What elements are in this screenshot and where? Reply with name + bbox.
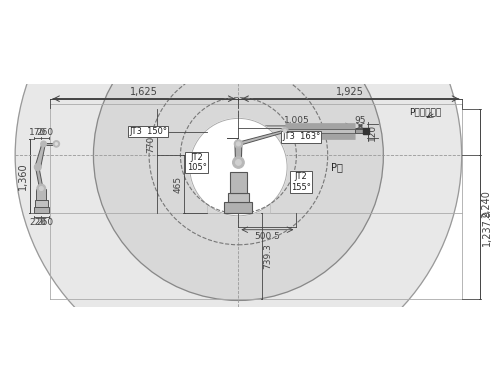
Circle shape — [283, 129, 286, 133]
Circle shape — [55, 142, 58, 145]
Text: 2,240: 2,240 — [482, 190, 492, 218]
Bar — [34, 207, 49, 213]
Text: 1,237.9: 1,237.9 — [482, 209, 492, 246]
Polygon shape — [235, 144, 242, 162]
Bar — [35, 200, 48, 207]
Bar — [285, 129, 355, 133]
Circle shape — [282, 128, 288, 135]
Circle shape — [236, 160, 242, 165]
Circle shape — [236, 142, 240, 146]
Text: 1,360: 1,360 — [18, 163, 28, 190]
Polygon shape — [36, 167, 43, 188]
Circle shape — [94, 11, 384, 300]
Bar — [44, 142, 54, 145]
Text: JT3  163°: JT3 163° — [282, 133, 320, 142]
Circle shape — [53, 141, 60, 147]
Text: 260: 260 — [36, 128, 54, 137]
Text: JT2
105°: JT2 105° — [186, 153, 206, 172]
Bar — [355, 129, 366, 133]
Circle shape — [37, 184, 46, 193]
Text: 465: 465 — [173, 176, 182, 193]
Text: P点动作范围: P点动作范围 — [409, 107, 442, 116]
Text: JT2
155°: JT2 155° — [291, 172, 311, 192]
Polygon shape — [35, 144, 45, 167]
Text: 170: 170 — [29, 128, 46, 137]
Text: 120: 120 — [368, 124, 377, 142]
Text: 770: 770 — [146, 135, 156, 152]
Circle shape — [39, 187, 44, 191]
Circle shape — [232, 157, 244, 168]
Text: 1,005: 1,005 — [284, 116, 310, 125]
Text: 220: 220 — [29, 218, 46, 227]
Text: 95: 95 — [355, 116, 366, 125]
Text: 1,925: 1,925 — [336, 87, 364, 97]
Bar — [228, 193, 249, 202]
Circle shape — [15, 0, 462, 379]
Circle shape — [190, 118, 287, 216]
Text: 150: 150 — [216, 129, 234, 138]
Text: 739.3: 739.3 — [264, 243, 272, 269]
Text: 500.5: 500.5 — [254, 232, 280, 241]
Circle shape — [34, 163, 42, 170]
Text: 1,625: 1,625 — [130, 87, 158, 97]
Text: JT3  150°: JT3 150° — [129, 127, 167, 136]
Text: P点: P点 — [331, 162, 343, 172]
Circle shape — [40, 141, 46, 147]
Bar — [224, 202, 252, 213]
Bar — [36, 188, 46, 200]
Text: 260: 260 — [36, 218, 54, 227]
Circle shape — [234, 140, 242, 148]
Bar — [230, 172, 246, 193]
Polygon shape — [238, 130, 285, 145]
